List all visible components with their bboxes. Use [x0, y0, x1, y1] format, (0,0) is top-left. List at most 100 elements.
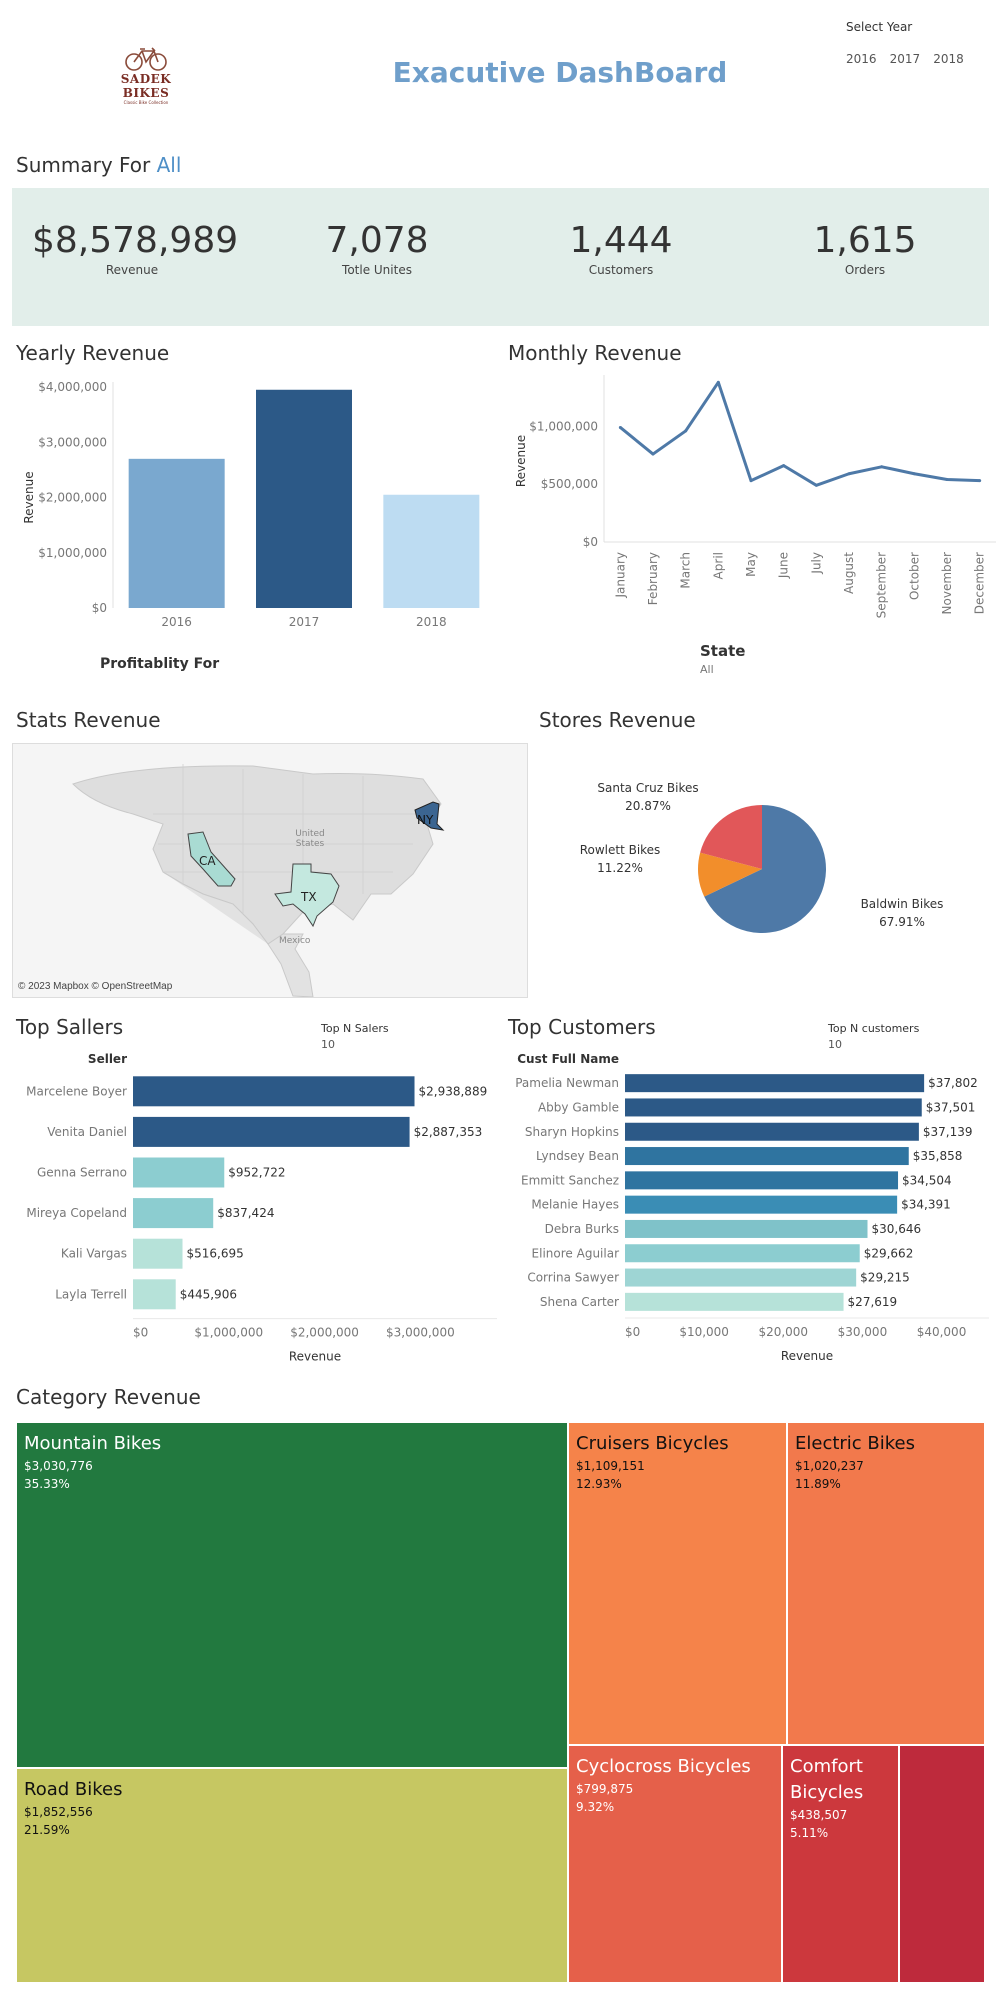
- y-tick-label: $4,000,000: [38, 380, 107, 394]
- top-n-customers-value[interactable]: 10: [828, 1038, 842, 1051]
- y-tick-label: $500,000: [541, 477, 598, 491]
- y-tick-label: $0: [583, 535, 598, 549]
- kpi-customers: 1,444 Customers: [569, 220, 673, 277]
- category-value: $3,030,776: [24, 1459, 93, 1473]
- category-road-bikes: Road Bikes $1,852,556 21.59%: [16, 1768, 568, 1983]
- logo-text: SADEK BIKES: [120, 72, 172, 100]
- bar-lyndsey-bean: [625, 1147, 909, 1166]
- state-ny: [414, 801, 445, 831]
- x-tick-label: $20,000: [758, 1325, 808, 1339]
- category-name: Mountain Bikes: [24, 1433, 162, 1454]
- logo-subtext: Classic Bike Collection: [123, 100, 169, 105]
- category-label: Pamelia Newman: [515, 1076, 619, 1090]
- slice-pct-label: 67.91%: [879, 915, 925, 929]
- category-treemap: Mountain Bikes $3,030,776 35.33% Road Bikes…: [16, 1422, 985, 1983]
- bar-genna-serrano: [133, 1157, 225, 1188]
- point-November: [945, 478, 949, 482]
- category-revenue-title: Category Revenue: [16, 1385, 201, 1409]
- top-sellers-chart: Seller Marcelene Boyer $2,938,889 Venita Da…: [26, 1052, 497, 1364]
- svg-text:TX: TX: [300, 890, 317, 904]
- bar-2016: [128, 458, 225, 608]
- point-October: [912, 472, 916, 476]
- x-tick-label: $0: [133, 1326, 148, 1340]
- category-label: Corrina Sawyer: [527, 1271, 619, 1285]
- svg-text:NY: NY: [417, 813, 434, 827]
- slice-pct-label: 11.22%: [597, 861, 643, 875]
- top-n-customers-filter[interactable]: Top N customers 10: [828, 1022, 919, 1051]
- x-tick-label: September: [875, 552, 889, 618]
- point-August: [847, 472, 851, 476]
- map-country-label: United States: [295, 829, 325, 849]
- top-n-sellers-value[interactable]: 10: [321, 1038, 335, 1051]
- bar-melanie-hayes: [625, 1195, 898, 1214]
- bar-corrina-sawyer: [625, 1268, 857, 1287]
- year-filter: Select Year 2016 2017 2018: [846, 20, 986, 67]
- x-tick-label: March: [679, 552, 693, 589]
- bicycle-icon: [125, 47, 167, 71]
- page-title: Exacutive DashBoard: [392, 56, 728, 89]
- bar-venita-daniel: [133, 1116, 410, 1147]
- monthly-revenue-title: Monthly Revenue: [508, 341, 682, 365]
- slice-label: Rowlett Bikes: [580, 843, 661, 857]
- bar-sharyn-hopkins: [625, 1122, 919, 1141]
- x-tick-label: December: [973, 552, 987, 614]
- category-mountain-bikes: Mountain Bikes $3,030,776 35.33%: [16, 1422, 568, 1768]
- bar-2018: [383, 494, 480, 608]
- point-April: [716, 380, 720, 384]
- y-tick-label: $3,000,000: [38, 435, 107, 449]
- value-label: $516,695: [186, 1247, 243, 1261]
- value-label: $34,391: [901, 1198, 951, 1212]
- category-other: [899, 1745, 985, 1983]
- column-header: Seller: [88, 1052, 127, 1066]
- category-name: Electric Bikes: [795, 1433, 916, 1454]
- bar-kali-vargas: [133, 1238, 183, 1269]
- x-tick-label: May: [744, 552, 758, 577]
- value-label: $37,802: [928, 1076, 978, 1090]
- x-tick-label: January: [613, 552, 627, 599]
- year-option-2018[interactable]: 2018: [933, 52, 964, 66]
- top-customers-title: Top Customers: [508, 1015, 656, 1039]
- x-tick-label: $0: [625, 1325, 640, 1339]
- value-label: $837,424: [217, 1206, 274, 1220]
- slice-label: Santa Cruz Bikes: [597, 781, 698, 795]
- x-axis-title: Revenue: [289, 1350, 341, 1364]
- year-option-2017[interactable]: 2017: [889, 52, 921, 66]
- x-tick-label: $30,000: [838, 1325, 888, 1339]
- point-September: [880, 465, 884, 469]
- x-tick-label: $40,000: [917, 1325, 967, 1339]
- state-map[interactable]: CA TX NY United States Mexico © 2023 Map…: [12, 743, 528, 998]
- bar-emmitt-sanchez: [625, 1171, 899, 1190]
- bar-layla-terrell: [133, 1279, 176, 1310]
- category-label: Mireya Copeland: [26, 1206, 127, 1220]
- category-name: Road Bikes: [24, 1779, 123, 1800]
- kpi-units: 7,078 Totle Unites: [325, 220, 429, 277]
- x-tick-label: April: [711, 552, 725, 579]
- category-label: Lyndsey Bean: [536, 1149, 619, 1163]
- map-attribution: © 2023 Mapbox © OpenStreetMap: [18, 981, 173, 992]
- value-label: $37,501: [926, 1100, 976, 1114]
- x-tick-label: October: [907, 552, 921, 600]
- state-ca: [187, 831, 236, 887]
- bar-pamelia-newman: [625, 1074, 925, 1093]
- state-filter: State All: [700, 642, 745, 676]
- top-n-sellers-filter[interactable]: Top N Salers 10: [321, 1022, 389, 1051]
- year-option-2016[interactable]: 2016: [846, 52, 877, 66]
- state-filter-value[interactable]: All: [700, 663, 714, 676]
- category-name: Cyclocross Bicycles: [576, 1756, 751, 1777]
- category-label: Abby Gamble: [538, 1100, 619, 1114]
- category-cyclocross-bicycles: Cyclocross Bicycles $799,875 9.32%: [568, 1745, 782, 1983]
- bar-abby-gamble: [625, 1098, 922, 1117]
- category-pct: 12.93%: [576, 1477, 622, 1491]
- revenue-line: [619, 380, 980, 487]
- bar-elinore-aguilar: [625, 1244, 860, 1263]
- svg-text:CA: CA: [199, 854, 216, 868]
- category-electric-bikes: Electric Bikes $1,020,237 11.89%: [787, 1422, 985, 1745]
- stats-revenue-title: Stats Revenue: [16, 708, 161, 732]
- summary-title: Summary For All: [16, 153, 182, 177]
- kpi-orders: 1,615 Orders: [813, 220, 917, 277]
- state-filter-label: State: [700, 642, 746, 660]
- bar-marcelene-boyer: [133, 1076, 415, 1107]
- category-name: Comfort Bicycles: [790, 1756, 864, 1803]
- category-name: Cruisers Bicycles: [576, 1433, 729, 1454]
- x-tick-label: November: [940, 552, 954, 614]
